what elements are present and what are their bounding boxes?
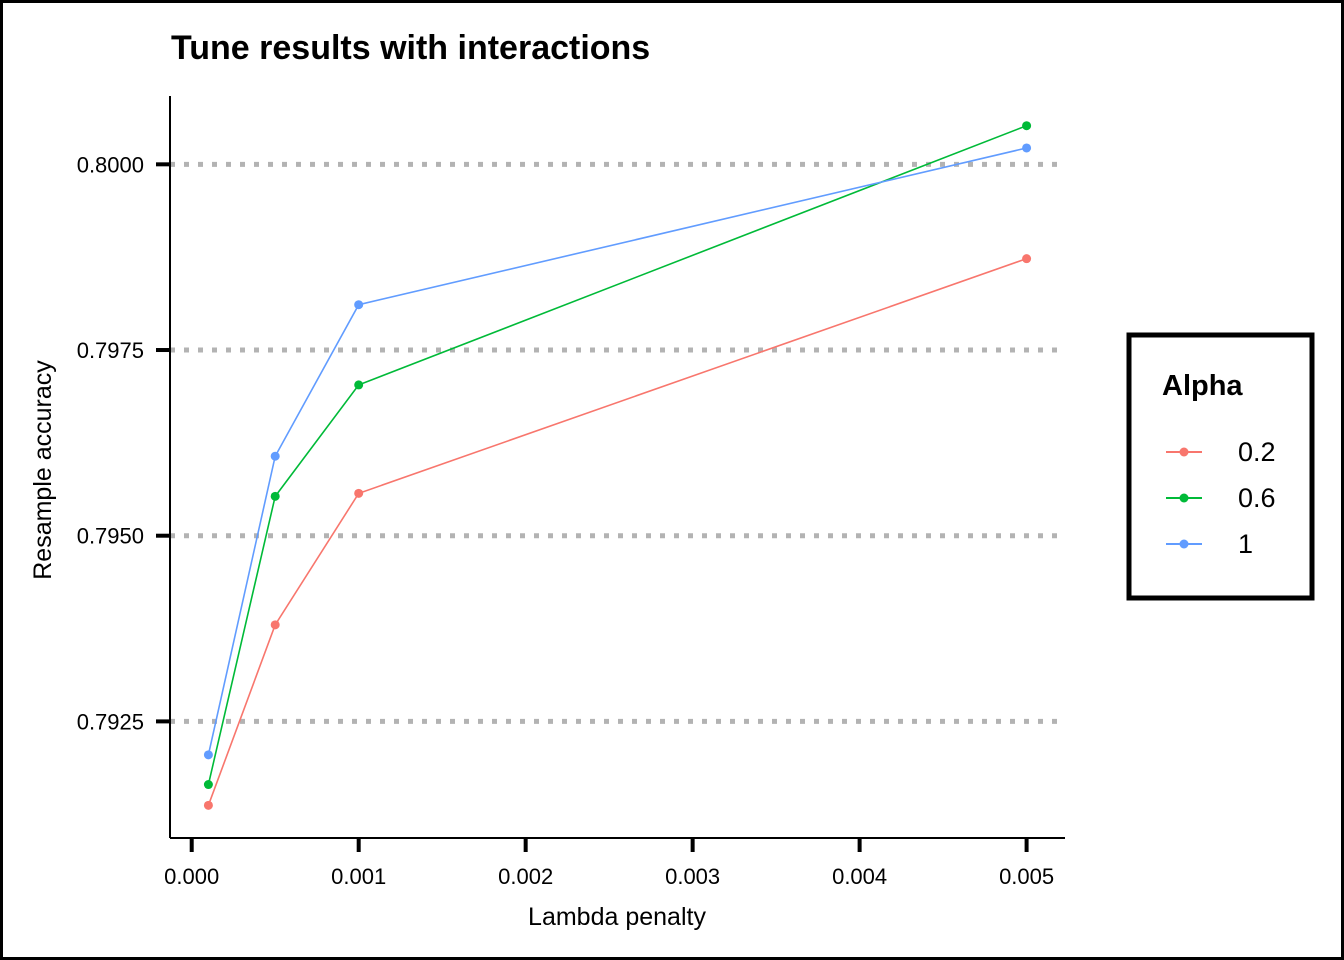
- data-point-alpha-1: [354, 300, 364, 310]
- data-point-alpha-0-2: [203, 800, 213, 810]
- data-point-alpha-0-6: [1022, 121, 1032, 131]
- y-tick-label: 0.8000: [77, 152, 144, 177]
- series-lines: [203, 121, 1032, 810]
- x-tick-label: 0.001: [331, 864, 386, 889]
- data-point-alpha-0-2: [354, 488, 364, 498]
- x-axis-title: Lambda penalty: [528, 903, 706, 931]
- data-point-alpha-0-2: [270, 620, 280, 630]
- data-point-alpha-0-6: [354, 380, 364, 390]
- legend-label-alpha-0-6: 0.6: [1238, 483, 1276, 513]
- axes: 0.7925 0.7950 0.7975 0.8000 0.000 0.001 0.002 0…: [77, 96, 1065, 889]
- legend-label-alpha-1: 1: [1238, 529, 1253, 559]
- series-line-alpha-1: [207, 147, 1027, 755]
- legend-items: 0.2 0.6 1: [1166, 437, 1276, 559]
- y-tick-label: 0.7925: [77, 709, 144, 734]
- legend-box: [1126, 332, 1315, 601]
- series-line-alpha-0-2: [207, 257, 1027, 806]
- y-axis-title: Resample accuracy: [29, 360, 57, 580]
- legend-label-alpha-0-2: 0.2: [1238, 437, 1276, 467]
- x-tick-label: 0.002: [498, 864, 553, 889]
- x-tick-label: 0.005: [999, 864, 1054, 889]
- data-point-alpha-0-6: [203, 780, 213, 790]
- grid-lines: [170, 161, 1065, 724]
- data-point-alpha-0-2: [1022, 254, 1032, 264]
- data-point-alpha-0-6: [270, 491, 280, 501]
- x-tick-label: 0.000: [164, 864, 219, 889]
- line-chart: Tune results with interactions 0.79250.7…: [29, 29, 1315, 931]
- chart-title: Tune results with interactions: [171, 29, 650, 67]
- series-line-alpha-0-6: [207, 124, 1027, 785]
- data-point-alpha-1: [1022, 143, 1032, 153]
- data-point-alpha-1: [270, 451, 280, 461]
- y-tick-label: 0.7975: [77, 338, 144, 363]
- legend-key-point-alpha-0-6: [1179, 493, 1189, 503]
- x-tick-label: 0.004: [832, 864, 887, 889]
- legend-key-point-alpha-1: [1179, 539, 1189, 549]
- y-tick-label: 0.7950: [77, 524, 144, 549]
- x-tick-label: 0.003: [665, 864, 720, 889]
- data-point-alpha-1: [203, 750, 213, 760]
- legend: Alpha 0.2 0.6 1: [1126, 332, 1315, 601]
- legend-key-point-alpha-0-2: [1179, 447, 1189, 457]
- legend-title: Alpha: [1162, 370, 1243, 402]
